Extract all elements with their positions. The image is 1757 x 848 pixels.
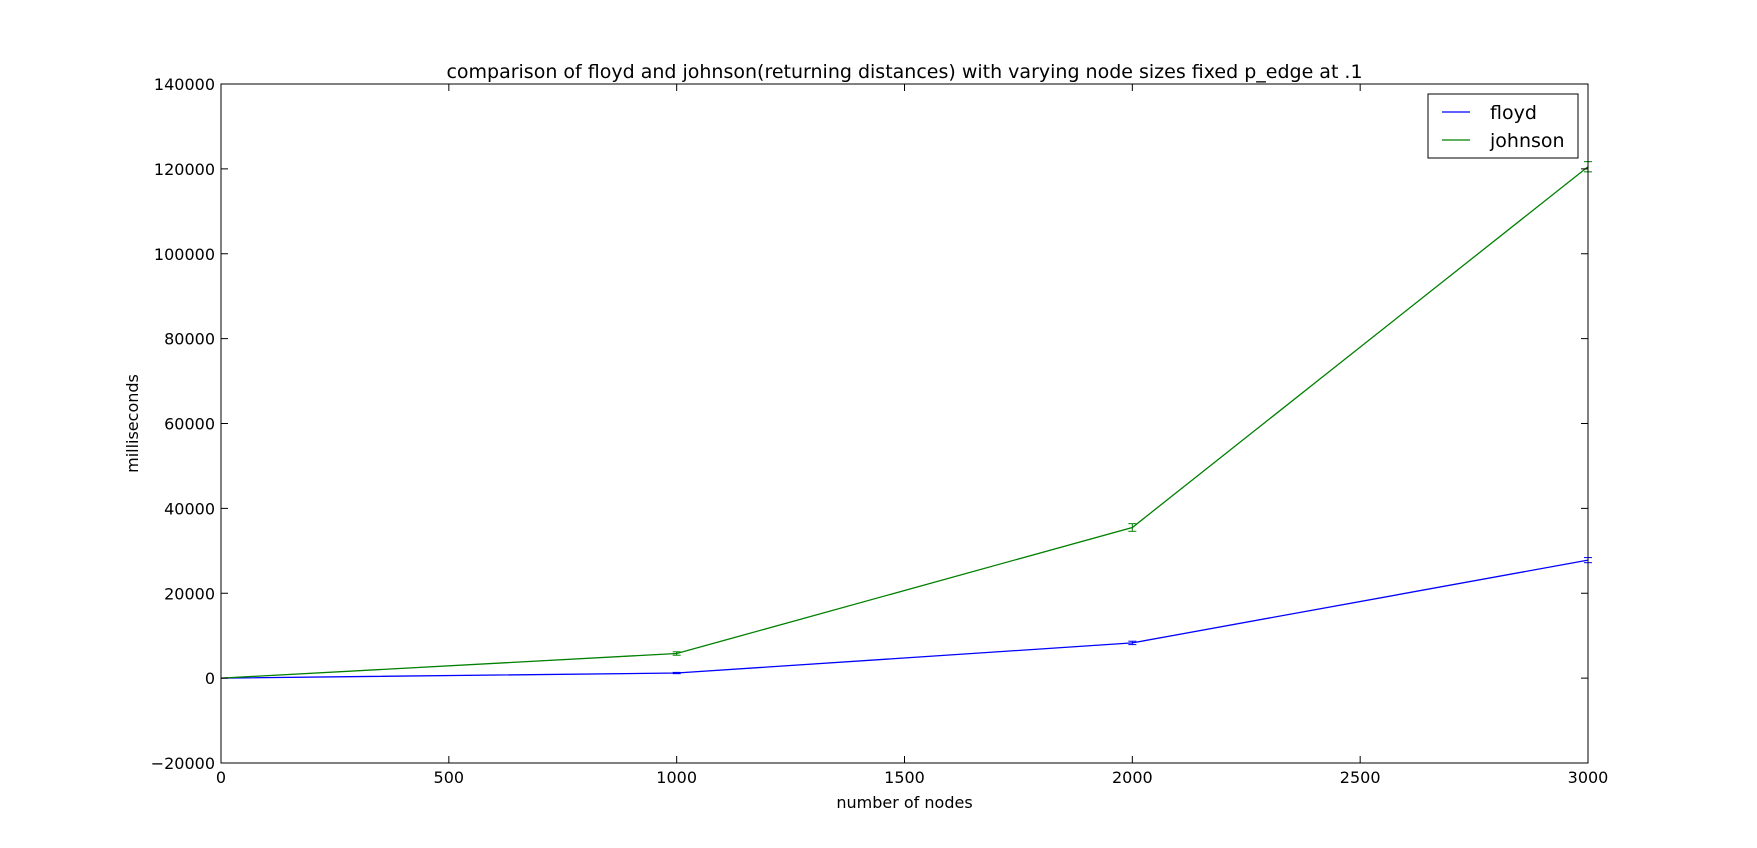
x-axis-label: number of nodes [836, 793, 972, 812]
y-tick-label: −20000 [151, 754, 215, 773]
y-tick-label: 60000 [164, 415, 215, 434]
y-tick-label: 80000 [164, 330, 215, 349]
y-tick-label: 20000 [164, 584, 215, 603]
plot-frame [220, 83, 1589, 764]
x-tick-label: 500 [434, 768, 465, 787]
x-tick-label: 3000 [1568, 768, 1609, 787]
x-tick-label: 1500 [884, 768, 925, 787]
x-tick-label: 1000 [656, 768, 697, 787]
series-line-johnson [220, 166, 1589, 679]
legend: floyd johnson [1427, 93, 1579, 159]
y-tick-label: 100000 [154, 245, 215, 264]
chart-title: comparison of floyd and johnson(returnin… [446, 61, 1362, 83]
y-tick-label: 120000 [154, 160, 215, 179]
y-tick-label: 40000 [164, 499, 215, 518]
y-tick-label: 0 [205, 669, 215, 688]
x-tick-label: 2500 [1340, 768, 1381, 787]
y-tick-label: 140000 [154, 75, 215, 94]
x-tick-label: 0 [216, 768, 226, 787]
tick-layer: 0 500 1000 1500 2000 2500 3000−200000200004000… [151, 75, 1609, 787]
legend-label-johnson: johnson [1489, 130, 1565, 152]
x-tick-label: 2000 [1112, 768, 1153, 787]
series-line-floyd [220, 559, 1589, 679]
legend-label-floyd: floyd [1490, 102, 1537, 124]
legend-box [1427, 93, 1579, 159]
y-axis-label: milliseconds [123, 374, 142, 473]
